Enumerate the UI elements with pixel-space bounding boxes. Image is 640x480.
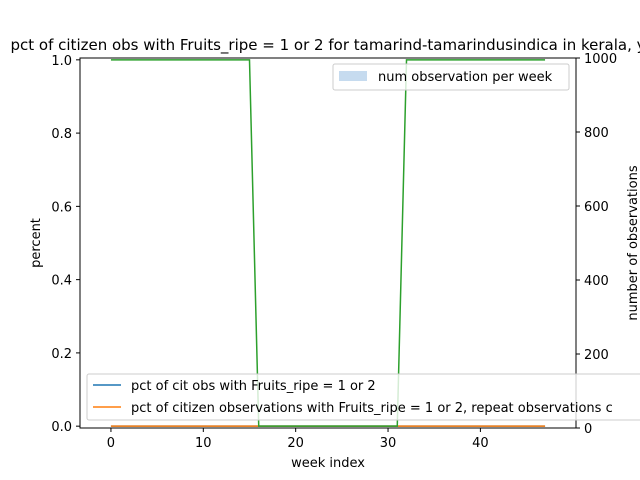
y-axis-label-right: number of observations [626, 165, 640, 320]
y-axis-left-ticks: 0.0 0.2 0.4 0.6 0.8 1.0 [51, 54, 80, 435]
y-axis-right-ticks: 0 200 400 600 800 1000 [576, 52, 617, 437]
y-tick-label-right: 400 [584, 274, 609, 289]
y-tick-label-left: 0.8 [51, 127, 72, 142]
plot-frame [79, 57, 577, 429]
x-axis-label: week index [291, 456, 365, 471]
y-axis-label-left: percent [29, 218, 44, 268]
y-tick-label-left: 0.4 [51, 274, 72, 289]
x-tick-label: 30 [380, 436, 397, 451]
y-tick-label-right: 200 [584, 348, 609, 363]
x-tick-label: 10 [195, 436, 212, 451]
series-line-3 [110, 59, 546, 427]
y-tick-label-right: 800 [584, 126, 609, 141]
y-tick-label-left: 0.0 [51, 420, 72, 435]
x-tick-label: 40 [472, 436, 489, 451]
series-lines [110, 59, 546, 427]
legend-lower: pct of cit obs with Fruits_ripe = 1 or 2… [86, 373, 640, 421]
y-tick-label-left: 0.2 [51, 347, 72, 362]
y-tick-label-left: 0.6 [51, 200, 72, 215]
x-axis-ticks: 0 10 20 30 40 [107, 428, 489, 451]
legend-upper-box [332, 63, 570, 91]
x-tick-label: 0 [107, 436, 115, 451]
legend-swatch-observations [339, 71, 367, 81]
legend-lower-box [86, 373, 640, 421]
y-tick-label-right: 600 [584, 200, 609, 215]
y-tick-label-right: 1000 [584, 52, 617, 67]
chart-title: pct of citizen obs with Fruits_ripe = 1 … [11, 36, 640, 55]
y-tick-label-left: 1.0 [51, 54, 72, 69]
legend-label-observations: num observation per week [378, 70, 553, 85]
legend-upper: num observation per week [332, 63, 570, 91]
y-tick-label-right: 0 [584, 422, 592, 437]
x-tick-label: 20 [287, 436, 304, 451]
legend-label-series-1: pct of cit obs with Fruits_ripe = 1 or 2 [131, 379, 376, 394]
legend-label-series-2: pct of citizen observations with Fruits_… [131, 401, 613, 416]
